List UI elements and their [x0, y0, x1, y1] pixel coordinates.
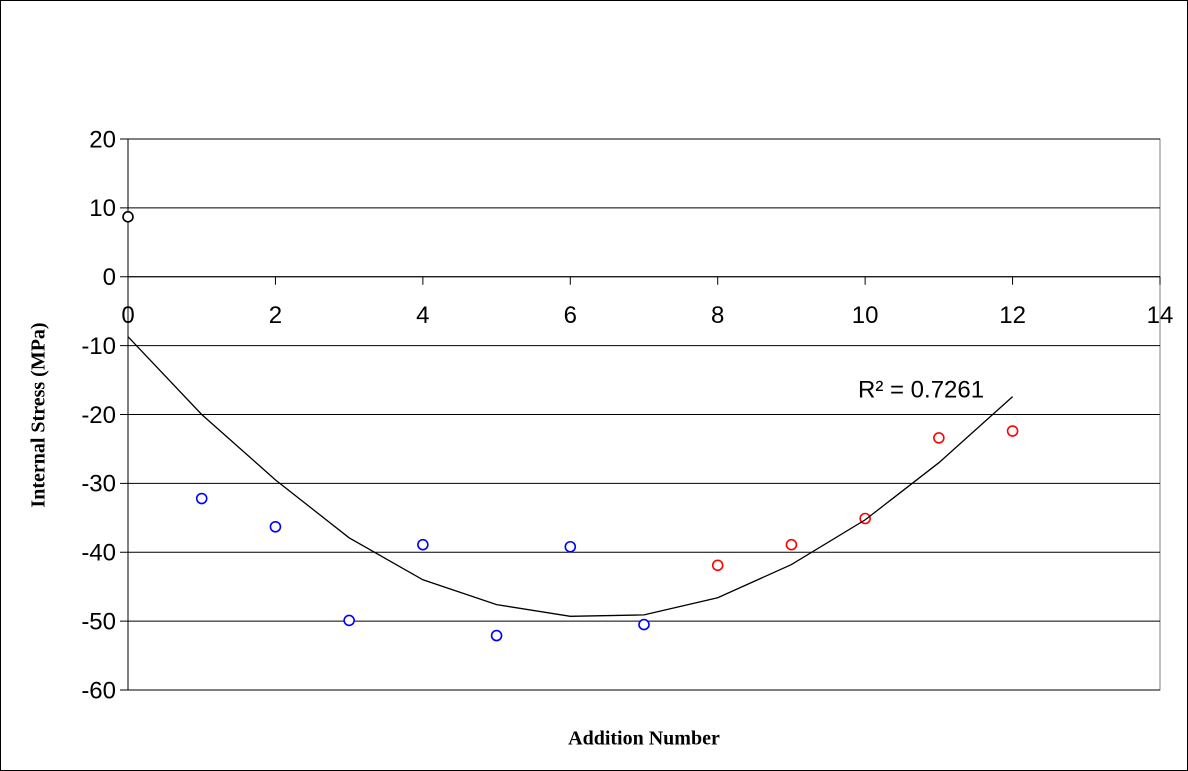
x-tick-label: 10 — [852, 302, 879, 329]
x-axis-title: Addition Number — [568, 728, 720, 750]
x-tick-label: 8 — [711, 302, 724, 329]
data-point — [343, 614, 355, 627]
data-point — [564, 540, 577, 553]
data-point — [1006, 425, 1019, 437]
y-tick-label: -40 — [81, 540, 116, 567]
data-point — [122, 211, 134, 223]
trendline — [127, 336, 1014, 617]
y-tick-label: 0 — [103, 264, 116, 291]
data-point — [490, 629, 503, 642]
data-point — [785, 538, 798, 551]
x-tick-label: 2 — [269, 302, 282, 329]
data-point — [269, 520, 282, 533]
y-tick-label: 10 — [89, 195, 116, 222]
data-point — [711, 559, 724, 572]
y-tick-label: -10 — [81, 333, 116, 360]
x-tick-label: 4 — [416, 302, 429, 329]
data-point — [195, 492, 208, 505]
y-axis-title: Internal Stress (MPa) — [28, 322, 50, 507]
data-point — [933, 432, 945, 444]
y-tick-label: -20 — [81, 402, 116, 429]
y-tick-label: -60 — [81, 677, 116, 704]
data-point — [638, 618, 650, 631]
x-tick-label: 0 — [121, 302, 134, 329]
x-tick-label: 12 — [999, 302, 1026, 329]
y-tick-label: -50 — [81, 608, 116, 635]
y-tick-label: -30 — [81, 471, 116, 498]
x-tick-label: 6 — [564, 302, 577, 329]
y-tick-label: 20 — [89, 126, 116, 153]
x-tick-label: 14 — [1147, 302, 1174, 329]
r-squared-annotation: R² = 0.7261 — [858, 376, 984, 403]
data-point — [417, 538, 429, 551]
